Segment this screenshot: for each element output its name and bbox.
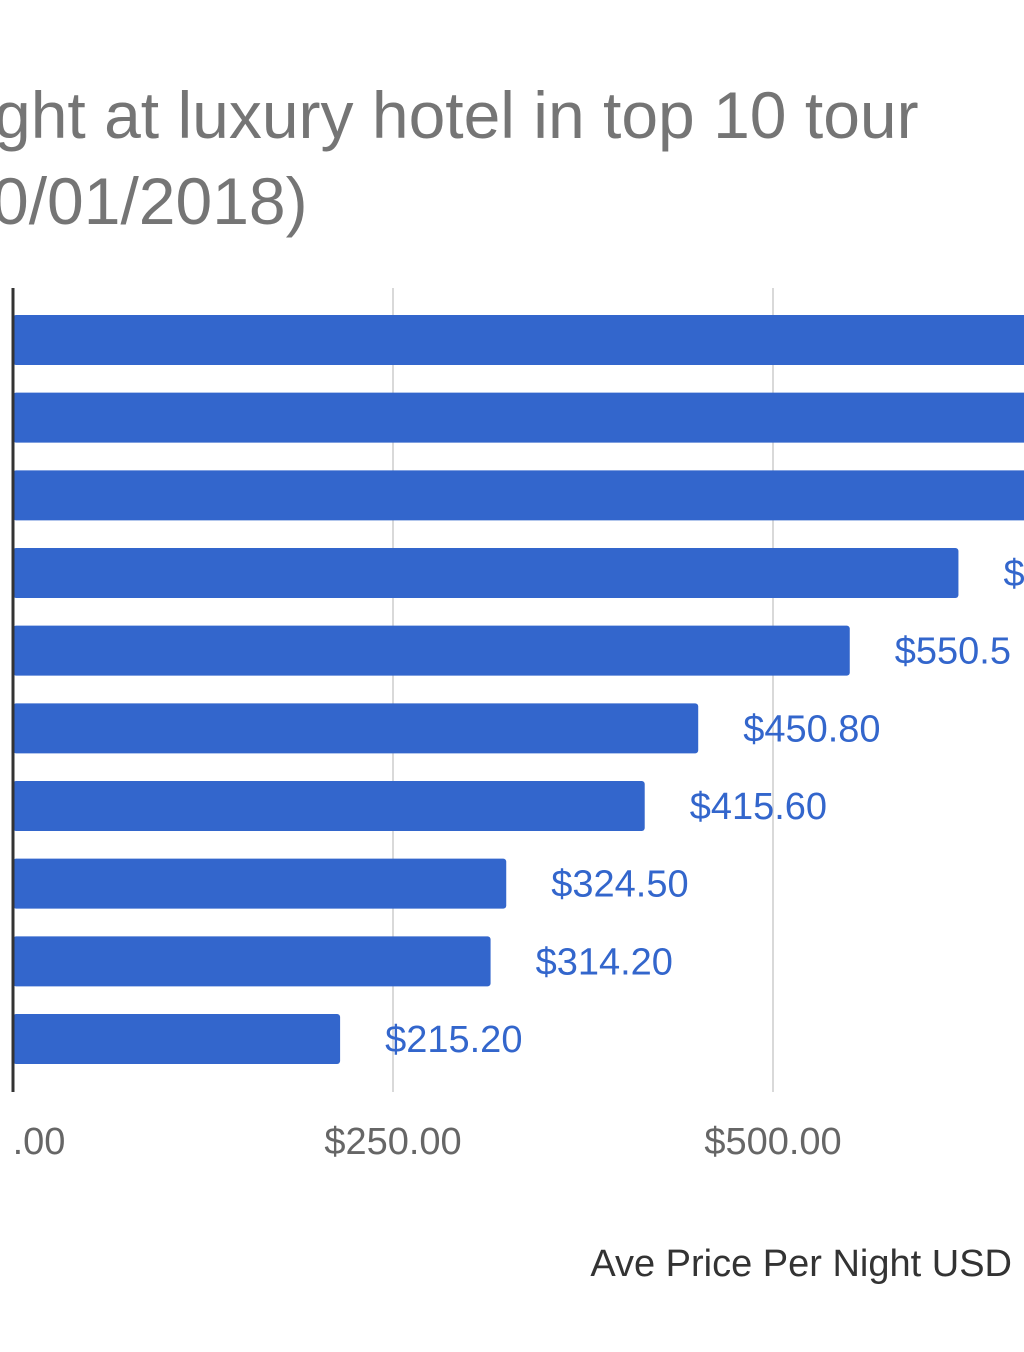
data-label-6: $450.80: [743, 708, 880, 750]
bar-10: [13, 1014, 341, 1064]
data-label-5: $550.5: [895, 631, 1011, 673]
bar-6: [13, 703, 699, 754]
bar-3: [13, 470, 1024, 521]
data-labels: $ $550.5 $450.80 $415.60$324.50 $314.20 $215.…: [385, 553, 1024, 1061]
bar-9: [13, 936, 491, 987]
data-label-4: $: [1003, 553, 1024, 595]
bar-1: [13, 315, 1024, 365]
x-tick-label-2: $500.00: [704, 1121, 841, 1163]
x-axis-title: Ave Price Per Night USD: [590, 1243, 1012, 1285]
x-tick-label-0: .00: [13, 1121, 66, 1163]
chart-title-line-2: 0/01/2018): [0, 164, 308, 238]
bar-2: [13, 392, 1024, 443]
chart-title: ght at luxury hotel in top 10 tour 0/01/…: [0, 78, 919, 238]
data-label-8: $324.50: [551, 864, 688, 906]
bar-7: [13, 781, 645, 831]
bars: [13, 315, 1024, 1064]
chart-title-line-1: ght at luxury hotel in top 10 tour: [0, 78, 919, 152]
data-label-9: $314.20: [536, 941, 673, 983]
data-label-10: $215.20: [385, 1019, 522, 1061]
bar-5: [13, 625, 850, 676]
data-label-7: $415.60: [690, 786, 827, 828]
bar-4: [13, 548, 959, 598]
x-axis-ticks: .00 $250.00 $500.00: [13, 1121, 842, 1163]
bar-8: [13, 858, 507, 909]
x-tick-label-1: $250.00: [324, 1121, 461, 1163]
